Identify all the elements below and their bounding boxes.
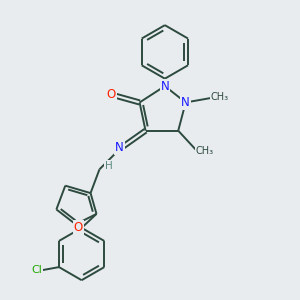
Text: N: N	[115, 141, 124, 154]
Text: N: N	[160, 80, 169, 93]
Text: CH₃: CH₃	[196, 146, 214, 157]
Text: Cl: Cl	[31, 265, 42, 275]
Text: H: H	[104, 161, 112, 171]
Text: O: O	[74, 221, 83, 234]
Text: CH₃: CH₃	[211, 92, 229, 101]
Text: O: O	[107, 88, 116, 101]
Text: N: N	[181, 96, 190, 109]
